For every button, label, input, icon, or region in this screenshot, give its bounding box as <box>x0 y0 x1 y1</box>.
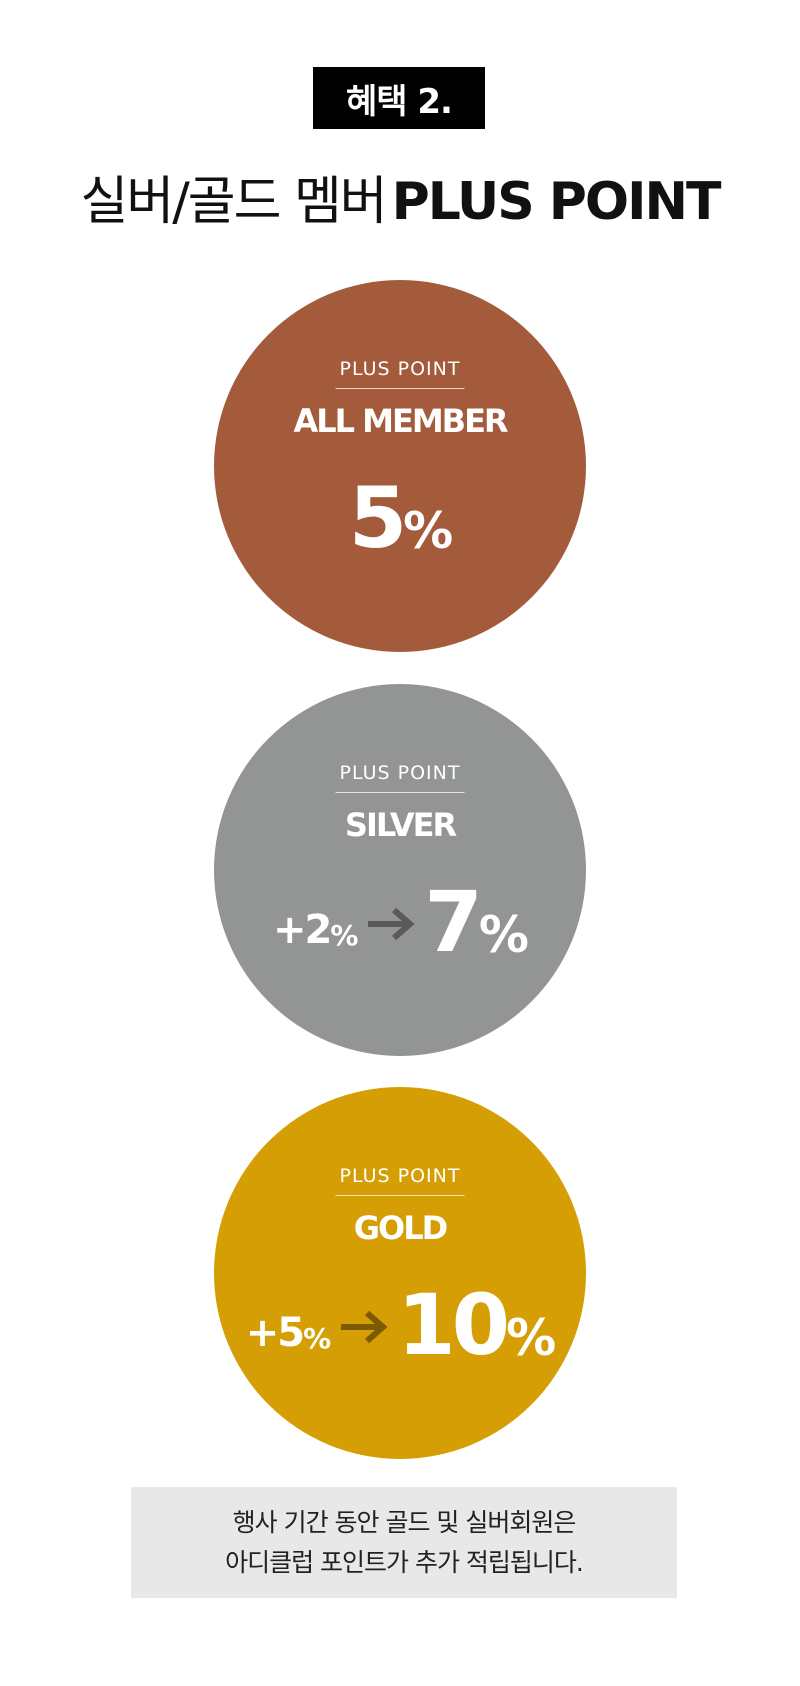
all-member-circle: PLUS POINT ALL MEMBER 5% <box>214 280 586 652</box>
rate-value: 7 <box>424 873 482 971</box>
notice-box: 행사 기간 동안 골드 및 실버회원은 아디클럽 포인트가 추가 적립됩니다. <box>131 1487 677 1598</box>
bonus-value: +2 <box>273 907 332 953</box>
benefit-badge: 혜택 2. <box>313 67 485 129</box>
title-english: PLUS POINT <box>391 172 722 232</box>
rate-percent-sign: % <box>478 906 529 964</box>
bonus-percent-sign: % <box>303 1322 332 1355</box>
tier-name: ALL MEMBER <box>293 402 508 440</box>
notice-line-1: 행사 기간 동안 골드 및 실버회원은 <box>232 1507 577 1537</box>
arrow-right-icon <box>339 1309 389 1349</box>
tier-name: SILVER <box>344 806 457 844</box>
bonus-value: +5 <box>245 1310 305 1356</box>
notice-line-2: 아디클럽 포인트가 추가 적립됩니다. <box>225 1547 584 1577</box>
point-rate: +2% 7% <box>214 864 586 964</box>
silver-circle: PLUS POINT SILVER +2% 7% <box>214 684 586 1056</box>
arrow-right-icon <box>366 906 416 946</box>
point-rate: +5% 10% <box>214 1267 586 1367</box>
gold-circle: PLUS POINT GOLD +5% 10% <box>214 1087 586 1459</box>
title-korean: 실버/골드 멤버 <box>80 172 388 232</box>
rate-percent-sign: % <box>403 502 453 560</box>
point-rate: 5% <box>214 460 586 560</box>
bonus-percent-sign: % <box>330 919 359 952</box>
rate-value: 5 <box>348 469 407 567</box>
plus-point-label: PLUS POINT <box>335 762 465 793</box>
plus-point-label: PLUS POINT <box>335 1165 465 1196</box>
plus-point-label: PLUS POINT <box>335 358 465 389</box>
tier-name: GOLD <box>353 1209 448 1247</box>
rate-percent-sign: % <box>506 1309 556 1367</box>
rate-value: 10 <box>397 1276 510 1374</box>
page-title: 실버/골드 멤버 PLUS POINT <box>0 170 800 234</box>
